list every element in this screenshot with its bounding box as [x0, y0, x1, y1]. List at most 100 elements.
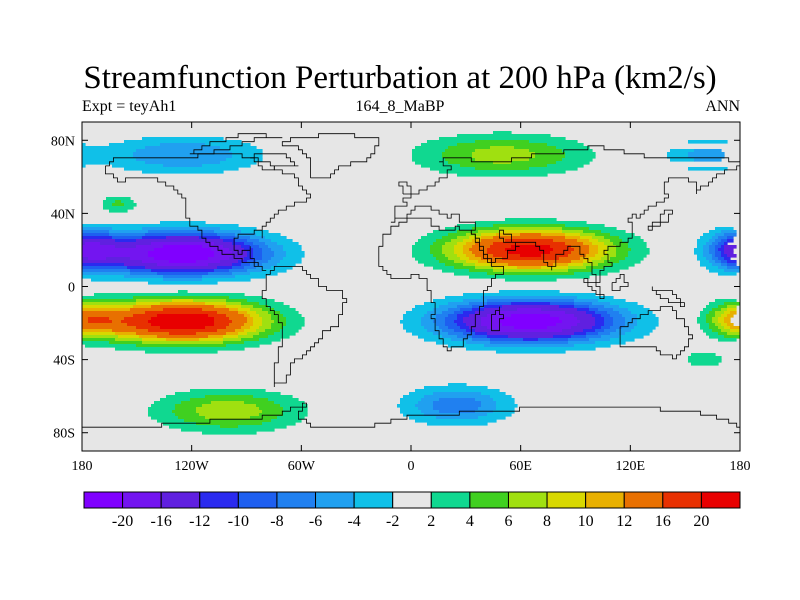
- contour-cell: [589, 338, 611, 342]
- contour-field: [82, 122, 740, 451]
- contour-cell: [499, 320, 563, 324]
- contour-cell: [250, 263, 263, 267]
- contour-cell: [82, 296, 134, 300]
- contour-cell: [421, 143, 458, 147]
- contour-cell: [265, 329, 281, 333]
- contour-cell: [412, 254, 434, 258]
- contour-cell: [157, 335, 209, 339]
- contour-cell: [637, 317, 659, 321]
- contour-cell: [490, 245, 512, 249]
- contour-cell: [502, 257, 560, 261]
- contour-cell: [253, 254, 263, 258]
- contour-cell: [82, 254, 149, 258]
- contour-cell: [205, 416, 251, 420]
- contour-cell: [712, 254, 716, 258]
- contour-cell: [94, 293, 245, 297]
- contour-cell: [442, 311, 455, 315]
- contour-cell: [82, 302, 137, 306]
- contour-cell: [613, 320, 626, 324]
- contour-cell: [490, 395, 512, 399]
- contour-cell: [262, 251, 275, 255]
- contour-cell: [466, 254, 476, 258]
- contour-cell: [715, 311, 725, 315]
- contour-cell: [556, 323, 578, 327]
- contour-cell: [262, 410, 284, 414]
- contour-cell: [202, 275, 236, 279]
- contour-cell: [631, 311, 653, 315]
- contour-cell: [226, 305, 242, 309]
- contour-cell: [283, 245, 302, 249]
- contour-cell: [727, 266, 740, 270]
- contour-cell: [487, 413, 512, 417]
- contour-cell: [175, 407, 197, 411]
- contour-cell: [496, 401, 515, 405]
- contour-cell: [586, 335, 602, 339]
- contour-cell: [214, 254, 233, 258]
- lon-tick-label: 120W: [175, 459, 210, 474]
- contour-cell: [457, 314, 470, 318]
- colorbar-box: [662, 491, 702, 509]
- contour-cell: [151, 242, 215, 246]
- contour-cell: [439, 398, 476, 402]
- contour-cell: [556, 146, 590, 150]
- contour-cell: [718, 317, 725, 321]
- contour-cell: [445, 149, 476, 153]
- contour-cell: [700, 326, 710, 330]
- contour-cell: [442, 248, 455, 252]
- contour-cell: [688, 152, 725, 156]
- contour-cell: [436, 314, 449, 318]
- contour-cell: [253, 257, 263, 261]
- contour-cell: [472, 152, 536, 156]
- contour-cell: [610, 257, 626, 261]
- contour-cell: [253, 242, 266, 246]
- contour-cell: [493, 254, 521, 258]
- contour-cell: [136, 158, 227, 162]
- contour-cell: [694, 251, 704, 255]
- contour-cell: [619, 335, 644, 339]
- contour-cell: [208, 263, 233, 267]
- contour-cell: [454, 272, 488, 276]
- contour-cell: [463, 245, 473, 249]
- contour-cell: [709, 323, 716, 327]
- contour-cell: [487, 332, 575, 336]
- contour-cell: [469, 269, 494, 273]
- contour-cell: [604, 260, 620, 264]
- contour-cell: [607, 251, 617, 255]
- contour-cell: [523, 338, 539, 342]
- contour-cell: [403, 317, 422, 321]
- contour-cell: [259, 326, 272, 330]
- contour-cell: [496, 404, 518, 408]
- coastline: [647, 209, 673, 231]
- contour-cell: [148, 230, 215, 234]
- contour-cell: [142, 227, 221, 231]
- contour-cell: [559, 305, 575, 309]
- contour-cell: [271, 239, 293, 243]
- contour-cell: [721, 245, 725, 249]
- contour-cell: [553, 335, 572, 339]
- contour-cell: [511, 302, 551, 306]
- contour-cell: [478, 407, 497, 411]
- contour-cell: [220, 425, 239, 429]
- contour-cell: [130, 269, 152, 273]
- contour-cell: [454, 248, 464, 252]
- contour-cell: [286, 320, 305, 324]
- contour-cell: [667, 155, 689, 159]
- lon-tick-label: 60W: [288, 459, 316, 474]
- contour-cell: [586, 332, 599, 336]
- contour-cell: [496, 233, 521, 237]
- contour-cell: [427, 233, 449, 237]
- contour-cell: [715, 260, 722, 264]
- contour-cell: [715, 251, 722, 255]
- contour-cell: [277, 242, 299, 246]
- contour-cell: [553, 263, 569, 267]
- contour-cell: [457, 254, 467, 258]
- contour-cell: [475, 149, 530, 153]
- contour-cell: [703, 245, 710, 249]
- contour-cell: [709, 239, 716, 243]
- contour-cell: [133, 152, 233, 156]
- contour-cell: [541, 254, 569, 258]
- contour-cell: [547, 326, 572, 330]
- contour-cell: [244, 341, 272, 345]
- contour-cell: [88, 317, 110, 321]
- contour-cell: [574, 344, 611, 348]
